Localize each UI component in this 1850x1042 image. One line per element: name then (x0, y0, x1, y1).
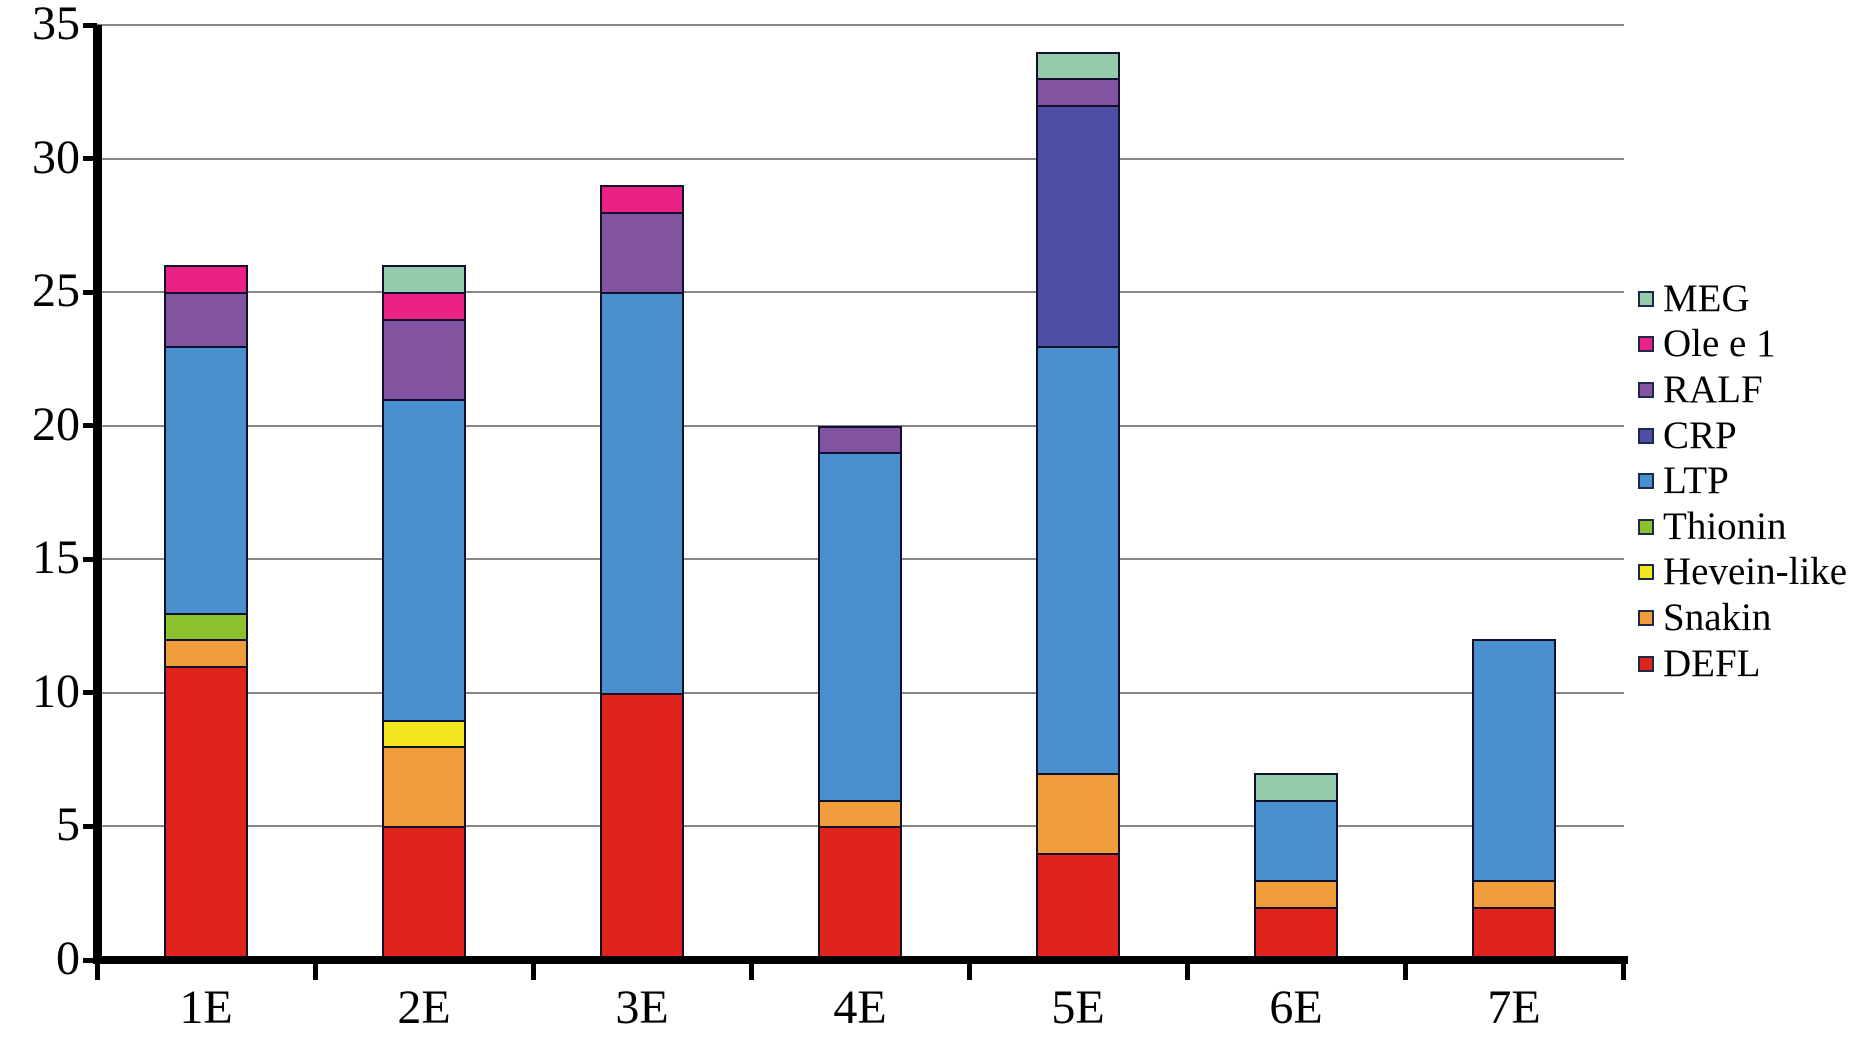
legend-swatch-ole-e-1 (1638, 336, 1654, 353)
gridline-y-25 (97, 291, 1624, 294)
bar-segment-5E-RALF (1036, 78, 1120, 108)
bar-segment-5E-MEG (1036, 51, 1120, 81)
x-axis-tick-label-6E: 6E (1269, 981, 1323, 1034)
bar-segment-5E-CRP (1036, 105, 1120, 348)
bar-segment-6E-MEG (1254, 773, 1338, 802)
gridline-y-35 (97, 24, 1624, 26)
bar-segment-4E-DEFL (818, 826, 902, 962)
x-axis-tick-5 (1184, 964, 1190, 980)
legend-item-snakin: Snakin (1638, 595, 1847, 641)
y-axis-tick-10 (83, 690, 97, 696)
legend-swatch-thionin (1638, 518, 1654, 535)
bar-segment-7E-Snakin (1472, 879, 1556, 909)
bar-segment-1E-Ole e 1 (164, 265, 248, 295)
legend-swatch-meg (1638, 290, 1654, 307)
x-axis-line (92, 956, 1628, 964)
x-axis-tick-label-7E: 7E (1487, 981, 1541, 1034)
legend-label: Ole e 1 (1663, 322, 1776, 366)
bar-segment-5E-DEFL (1036, 853, 1120, 962)
legend-item-thionin: Thionin (1638, 504, 1847, 550)
bar-segment-4E-LTP (818, 452, 902, 802)
legend-label: DEFL (1663, 641, 1761, 685)
bar-segment-5E-LTP (1036, 345, 1120, 775)
bar-segment-1E-Thionin (164, 612, 248, 642)
legend-item-defl: DEFL (1638, 641, 1847, 687)
y-axis-tick-label-20: 20 (32, 397, 80, 451)
x-axis-tick-7 (1620, 964, 1626, 980)
x-axis-tick-3 (748, 964, 754, 980)
y-axis-tick-label-0: 0 (56, 932, 80, 985)
y-axis-tick-label-5: 5 (56, 798, 80, 852)
bar-segment-2E-MEG (382, 265, 466, 295)
y-axis-tick-30 (83, 156, 97, 162)
bar-segment-6E-DEFL (1254, 906, 1338, 962)
y-axis-tick-25 (83, 289, 97, 295)
x-axis-tick-label-4E: 4E (833, 981, 887, 1034)
legend-item-meg: MEG (1638, 276, 1847, 322)
gridline-y-30 (97, 157, 1624, 160)
legend-swatch-crp (1638, 427, 1654, 444)
bar-segment-3E-Ole e 1 (600, 185, 684, 214)
bar-segment-6E-LTP (1254, 799, 1338, 882)
y-axis-tick-0 (83, 957, 97, 963)
legend-item-hevein-like: Hevein-like (1638, 550, 1847, 596)
legend-item-ralf: RALF (1638, 367, 1847, 413)
legend-label: RALF (1663, 367, 1763, 411)
legend-item-crp: CRP (1638, 413, 1847, 459)
bar-segment-5E-Snakin (1036, 773, 1120, 856)
legend-label: LTP (1663, 459, 1729, 503)
bar-segment-1E-RALF (164, 292, 248, 348)
bar-segment-1E-DEFL (164, 666, 248, 962)
bar-segment-4E-Snakin (818, 799, 902, 829)
legend-item-ole-e-1: Ole e 1 (1638, 322, 1847, 368)
legend-swatch-ltp (1638, 473, 1654, 490)
y-axis-tick-label-10: 10 (32, 664, 80, 718)
legend-swatch-hevein-like (1638, 564, 1654, 581)
chart-legend: MEG Ole e 1 RALF CRP LTP Thionin Hevein-like Sn… (1638, 276, 1847, 686)
legend-item-ltp: LTP (1638, 458, 1847, 504)
bar-segment-2E-Snakin (382, 746, 466, 829)
x-axis-tick-4 (966, 964, 972, 980)
bar-segment-2E-Ole e 1 (382, 292, 466, 321)
x-axis-tick-label-3E: 3E (615, 981, 669, 1034)
x-axis-tick-1 (312, 964, 318, 980)
x-axis-tick-label-5E: 5E (1051, 981, 1105, 1034)
x-axis-tick-0 (94, 964, 100, 980)
y-axis-line (92, 25, 102, 964)
bar-segment-6E-Snakin (1254, 879, 1338, 909)
legend-swatch-defl (1638, 655, 1654, 672)
x-axis-tick-6 (1402, 964, 1408, 980)
x-axis-tick-2 (530, 964, 536, 980)
bar-segment-3E-LTP (600, 292, 684, 695)
legend-label: CRP (1663, 413, 1737, 457)
y-axis-tick-label-25: 25 (32, 264, 80, 318)
bar-segment-1E-LTP (164, 345, 248, 615)
y-axis-tick-label-15: 15 (32, 531, 80, 585)
y-axis-tick-label-30: 30 (32, 130, 80, 184)
x-axis-tick-label-2E: 2E (397, 981, 451, 1034)
bar-segment-3E-DEFL (600, 692, 684, 962)
bar-segment-4E-RALF (818, 425, 902, 455)
bar-segment-1E-Snakin (164, 639, 248, 669)
legend-label: Snakin (1663, 595, 1772, 639)
x-axis-tick-label-1E: 1E (179, 981, 233, 1034)
bar-segment-2E-DEFL (382, 826, 466, 962)
y-axis-tick-label-35: 35 (32, 0, 80, 50)
bar-segment-2E-RALF (382, 318, 466, 401)
y-axis-tick-15 (83, 556, 97, 562)
y-axis-tick-35 (83, 22, 97, 28)
y-axis-tick-5 (83, 823, 97, 829)
bar-segment-3E-RALF (600, 212, 684, 295)
y-axis-tick-20 (83, 423, 97, 429)
legend-swatch-snakin (1638, 609, 1654, 626)
legend-swatch-ralf (1638, 381, 1654, 398)
bar-segment-2E-Hevein-like (382, 719, 466, 749)
bar-segment-7E-LTP (1472, 639, 1556, 882)
bar-segment-2E-LTP (382, 399, 466, 722)
legend-label: Thionin (1663, 504, 1787, 548)
legend-label: MEG (1663, 276, 1750, 320)
bar-segment-7E-DEFL (1472, 906, 1556, 962)
legend-label: Hevein-like (1663, 550, 1848, 594)
